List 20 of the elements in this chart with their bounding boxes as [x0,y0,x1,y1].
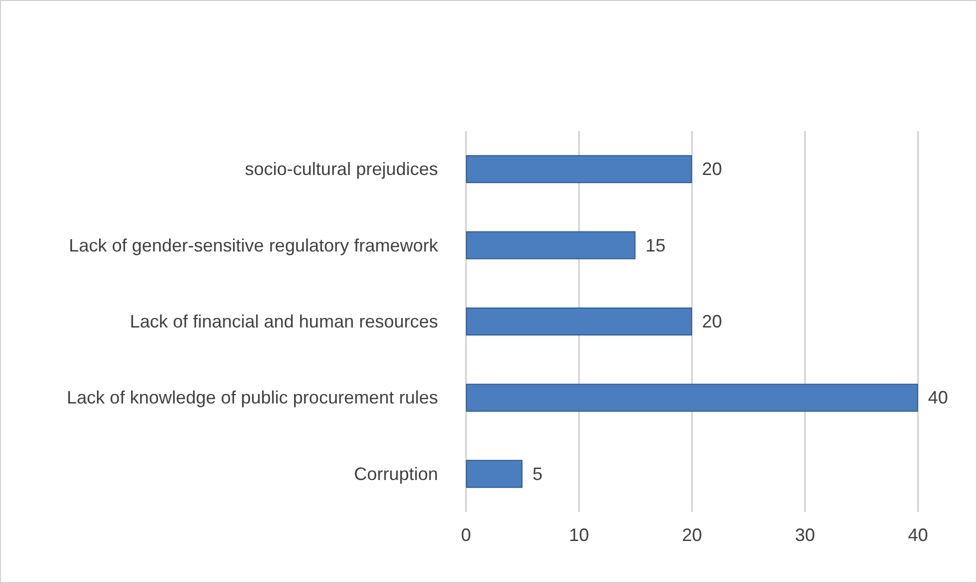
x-tick-label: 0 [460,525,472,545]
bar [466,460,522,488]
bar [466,384,918,412]
data-label: 20 [702,312,722,332]
bar [466,231,636,260]
y-tick-label: Lack of knowledge of public procurement rules [66,388,438,408]
data-label: 40 [928,388,948,408]
y-tick-label: socio-cultural prejudices [244,159,438,180]
data-label: 5 [532,464,543,484]
y-tick-label: Corruption [354,464,438,484]
data-label: 15 [646,235,666,256]
x-tick-label: 30 [794,525,816,545]
x-tick-label: 20 [682,525,702,545]
bar [466,308,692,336]
x-tick-label: 40 [908,525,928,545]
x-tick-label: 10 [568,525,590,545]
bar [466,155,692,184]
data-label: 20 [702,159,722,180]
y-tick-label: Lack of gender-sensitive regulatory framework [68,235,439,256]
y-tick-label: Lack of financial and human resources [130,312,438,332]
